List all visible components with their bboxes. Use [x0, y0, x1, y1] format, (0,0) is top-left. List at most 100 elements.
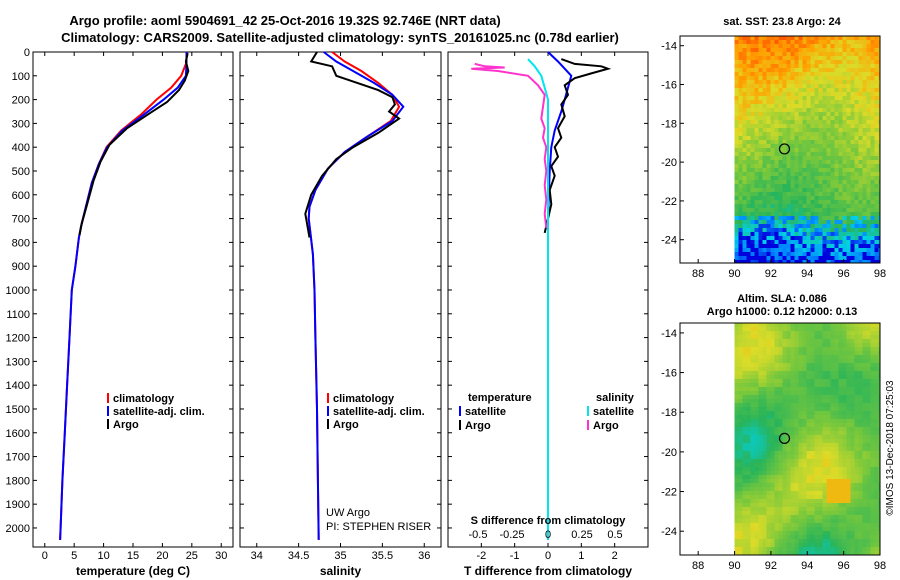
- map-cell: [798, 379, 803, 384]
- map-cell: [786, 383, 791, 388]
- map-cell: [742, 252, 747, 257]
- map-cell: [786, 236, 791, 241]
- map-cell: [746, 479, 751, 484]
- map-cell: [798, 60, 803, 65]
- map-cell: [806, 116, 811, 121]
- map-cell: [762, 467, 767, 472]
- map-cell: [774, 112, 779, 117]
- map-cell: [782, 367, 787, 372]
- map-cell: [846, 423, 851, 428]
- map-cell: [790, 260, 795, 264]
- map-cell: [826, 519, 831, 524]
- map-cell: [850, 120, 855, 125]
- map-cell: [866, 499, 871, 504]
- map-cell: [854, 355, 859, 360]
- map-cell: [802, 92, 807, 97]
- map-cell: [798, 459, 803, 464]
- map-cell: [830, 495, 835, 500]
- map-cell: [750, 435, 755, 440]
- map-cell: [754, 459, 759, 464]
- map-cell: [770, 236, 775, 241]
- map-cell: [738, 439, 743, 444]
- map-cell: [798, 463, 803, 468]
- map-cell: [814, 160, 819, 165]
- map-cell: [878, 415, 881, 420]
- map-cell: [758, 204, 763, 209]
- map-cell: [774, 156, 779, 161]
- map-cell: [850, 132, 855, 137]
- x-tick-label: 10: [97, 550, 109, 562]
- map-cell: [770, 228, 775, 233]
- map-cell: [814, 136, 819, 141]
- map-cell: [798, 156, 803, 161]
- map-cell: [818, 192, 823, 197]
- map-cell: [778, 152, 783, 157]
- map-cell: [794, 52, 799, 57]
- map-cell: [826, 531, 831, 536]
- map-cell: [766, 427, 771, 432]
- map-cell: [850, 92, 855, 97]
- map-cell: [778, 260, 783, 264]
- map-cell: [746, 168, 751, 173]
- map-cell: [830, 44, 835, 49]
- map-cell: [738, 499, 743, 504]
- map-cell: [798, 375, 803, 380]
- map-cell: [754, 96, 759, 101]
- map-cell: [814, 451, 819, 456]
- map-cell: [778, 371, 783, 376]
- map-cell: [750, 379, 755, 384]
- map-cell: [858, 379, 863, 384]
- map-cell: [878, 176, 881, 181]
- legend-label: satellite-adj. clim.: [333, 406, 425, 418]
- map-cell: [770, 399, 775, 404]
- map-cell: [854, 387, 859, 392]
- map-cell: [758, 228, 763, 233]
- map-cell: [826, 256, 831, 261]
- map-cell: [770, 244, 775, 249]
- map-cell: [758, 431, 763, 436]
- map-cell: [862, 359, 867, 364]
- map-cell: [830, 180, 835, 185]
- map-cell: [834, 112, 839, 117]
- map-cell: [774, 551, 779, 556]
- map-cell: [862, 252, 867, 257]
- map-cell: [738, 40, 743, 45]
- map-cell: [778, 96, 783, 101]
- map-cell: [874, 367, 879, 372]
- map-cell: [742, 148, 747, 153]
- map-cell: [858, 84, 863, 89]
- map-cell: [774, 479, 779, 484]
- map-cell: [770, 248, 775, 253]
- map-cell: [802, 523, 807, 528]
- map-cell: [774, 379, 779, 384]
- map-cell: [782, 236, 787, 241]
- map-cell: [866, 124, 871, 129]
- map-cell: [822, 92, 827, 97]
- map-cell: [766, 339, 771, 344]
- map-cell: [822, 475, 827, 480]
- map-cell: [786, 507, 791, 512]
- map-cell: [810, 52, 815, 57]
- map-cell: [822, 104, 827, 109]
- map-cell: [778, 92, 783, 97]
- map-cell: [862, 76, 867, 81]
- map-cell: [734, 351, 739, 356]
- map-cell: [818, 359, 823, 364]
- map-cell: [774, 124, 779, 129]
- map-cell: [738, 347, 743, 352]
- map-cell: [822, 391, 827, 396]
- map-cell: [774, 411, 779, 416]
- map-cell: [818, 104, 823, 109]
- map-cell: [814, 176, 819, 181]
- map-cell: [770, 467, 775, 472]
- map-cell: [778, 495, 783, 500]
- map-cell: [818, 327, 823, 332]
- map-cell: [786, 395, 791, 400]
- map-cell: [814, 116, 819, 121]
- map-cell: [874, 192, 879, 197]
- map-cell: [814, 68, 819, 73]
- map-cell: [814, 76, 819, 81]
- map-cell: [762, 100, 767, 105]
- map-cell: [846, 152, 851, 157]
- map-cell: [766, 391, 771, 396]
